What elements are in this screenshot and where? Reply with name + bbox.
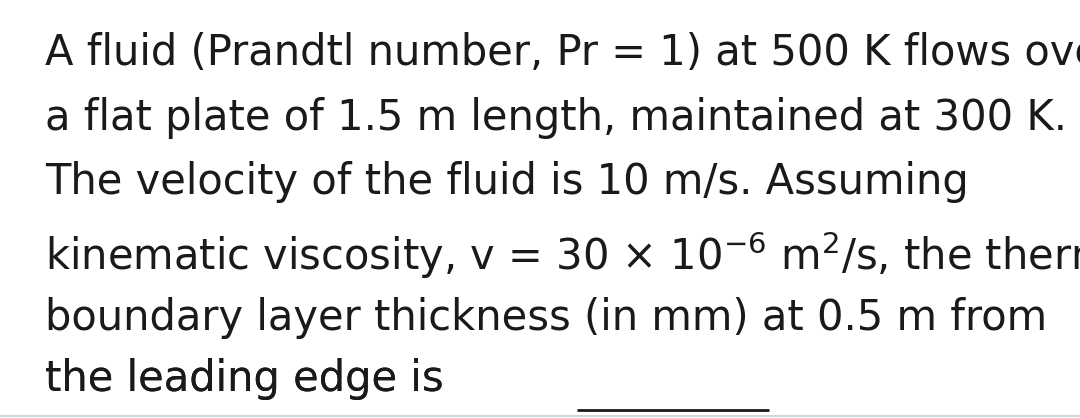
Text: the leading edge is: the leading edge is <box>45 358 457 400</box>
Text: boundary layer thickness (in mm) at 0.5 m from: boundary layer thickness (in mm) at 0.5 … <box>45 297 1048 339</box>
Text: a flat plate of 1.5 m length, maintained at 300 K.: a flat plate of 1.5 m length, maintained… <box>45 97 1067 139</box>
Text: The velocity of the fluid is 10 m/s. Assuming: The velocity of the fluid is 10 m/s. Ass… <box>45 161 969 204</box>
Text: A fluid (Prandtl number, Pr = 1) at 500 K flows over: A fluid (Prandtl number, Pr = 1) at 500 … <box>45 32 1080 74</box>
Text: the leading edge is: the leading edge is <box>45 358 457 400</box>
Text: kinematic viscosity, v = 30 $\times$ 10$^{-6}$ m$^{2}$/s, the thermal: kinematic viscosity, v = 30 $\times$ 10$… <box>45 229 1080 280</box>
